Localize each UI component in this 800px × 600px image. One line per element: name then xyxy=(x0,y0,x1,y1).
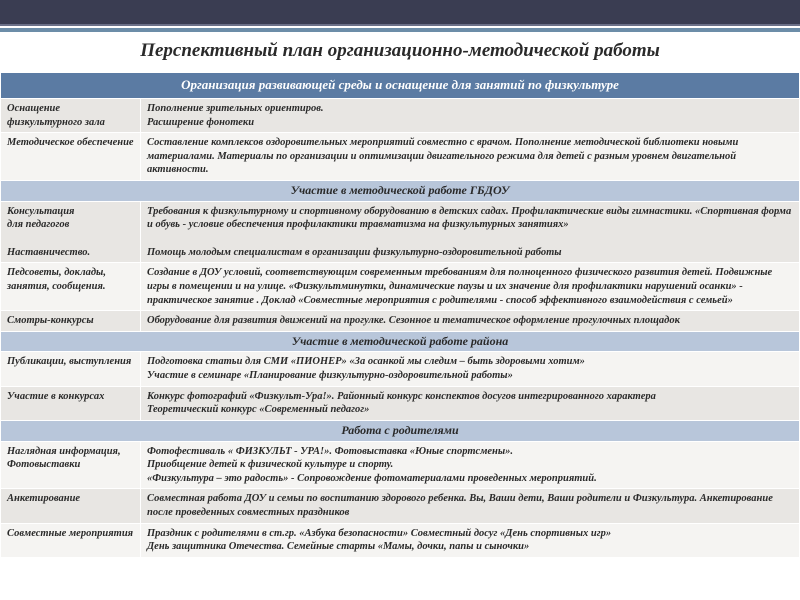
table-row: Смотры-конкурсы Оборудование для развити… xyxy=(1,311,800,332)
table-row: Участие в конкурсахКонкурс фотографий «Ф… xyxy=(1,386,800,420)
page-title: Перспективный план организационно-методи… xyxy=(0,32,800,72)
section-header: Организация развивающей среды и оснащени… xyxy=(1,73,800,99)
row-right-cell: Совместная работа ДОУ и семьи по воспита… xyxy=(141,489,800,523)
row-left-cell: Участие в конкурсах xyxy=(1,386,141,420)
table-row: АнкетированиеСовместная работа ДОУ и сем… xyxy=(1,489,800,523)
row-right-cell: Пополнение зрительных ориентиров. Расшир… xyxy=(141,98,800,132)
row-left-cell: Наглядная информация, Фотовыставки xyxy=(1,441,141,489)
table-row: Оснащение физкультурного зала Пополнение… xyxy=(1,98,800,132)
table-row: Совместные мероприятияПраздник с родител… xyxy=(1,523,800,557)
row-right-cell: Оборудование для развития движений на пр… xyxy=(141,311,800,332)
row-right-cell: Создание в ДОУ условий, соответствующим … xyxy=(141,263,800,311)
table-row: Наглядная информация, ФотовыставкиФотофе… xyxy=(1,441,800,489)
section-header: Участие в методической работе района xyxy=(1,331,800,352)
row-right-cell: Требования к физкультурному и спортивном… xyxy=(141,201,800,263)
table-row: Публикации, выступленияПодготовка статьи… xyxy=(1,352,800,386)
section-header: Участие в методической работе ГБДОУ xyxy=(1,181,800,202)
top-bar xyxy=(0,0,800,26)
row-right-cell: Подготовка статьи для СМИ «ПИОНЕР» «За о… xyxy=(141,352,800,386)
table-row: Методическое обеспечениеСоставление комп… xyxy=(1,133,800,181)
row-left-cell: Оснащение физкультурного зала xyxy=(1,98,141,132)
row-left-cell: Анкетирование xyxy=(1,489,141,523)
table-row: Педсоветы, доклады, занятия, сообщения.С… xyxy=(1,263,800,311)
row-left-cell: Совместные мероприятия xyxy=(1,523,141,557)
row-right-cell: Праздник с родителями в ст.гр. «Азбука б… xyxy=(141,523,800,557)
plan-table: Организация развивающей среды и оснащени… xyxy=(0,72,800,558)
row-left-cell: Методическое обеспечение xyxy=(1,133,141,181)
row-right-cell: Составление комплексов оздоровительных м… xyxy=(141,133,800,181)
row-left-cell: Публикации, выступления xyxy=(1,352,141,386)
row-left-cell: Консультация для педагогов Наставничеств… xyxy=(1,201,141,263)
table-row: Консультация для педагогов Наставничеств… xyxy=(1,201,800,263)
row-left-cell: Педсоветы, доклады, занятия, сообщения. xyxy=(1,263,141,311)
row-left-cell: Смотры-конкурсы xyxy=(1,311,141,332)
row-right-cell: Фотофестиваль « ФИЗКУЛЬТ - УРА!». Фотовы… xyxy=(141,441,800,489)
section-header: Работа с родителями xyxy=(1,420,800,441)
row-right-cell: Конкурс фотографий «Физкульт-Ура!». Райо… xyxy=(141,386,800,420)
